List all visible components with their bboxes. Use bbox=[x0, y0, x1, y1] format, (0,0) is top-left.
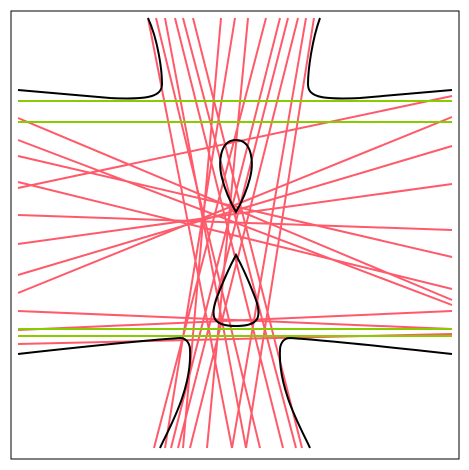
curve-piece-2 bbox=[17, 336, 192, 449]
red-line-11 bbox=[177, 17, 289, 449]
red-line-18 bbox=[17, 183, 453, 245]
red-line-2 bbox=[164, 17, 247, 449]
red-line-14 bbox=[245, 17, 315, 449]
red-line-1 bbox=[155, 17, 261, 449]
red-line-20 bbox=[17, 116, 453, 294]
red-line-4 bbox=[182, 17, 297, 449]
curve-piece-3 bbox=[278, 336, 453, 449]
red-line-17 bbox=[17, 214, 453, 231]
curve-piece-5 bbox=[212, 252, 260, 328]
curve-layer bbox=[17, 17, 453, 449]
plot-frame bbox=[10, 10, 460, 460]
curve-piece-0 bbox=[17, 17, 164, 100]
red-line-16 bbox=[17, 181, 453, 290]
curve-piece-4 bbox=[219, 138, 253, 215]
red-line-24 bbox=[17, 310, 453, 331]
curve-piece-1 bbox=[306, 17, 453, 100]
red-line-13 bbox=[231, 17, 307, 449]
red-line-5 bbox=[192, 17, 303, 449]
red-line-7 bbox=[164, 17, 236, 449]
red-line-0 bbox=[147, 17, 233, 449]
red-line-12 bbox=[189, 17, 299, 449]
red-line-26 bbox=[17, 95, 453, 189]
red-line-9 bbox=[153, 17, 267, 449]
